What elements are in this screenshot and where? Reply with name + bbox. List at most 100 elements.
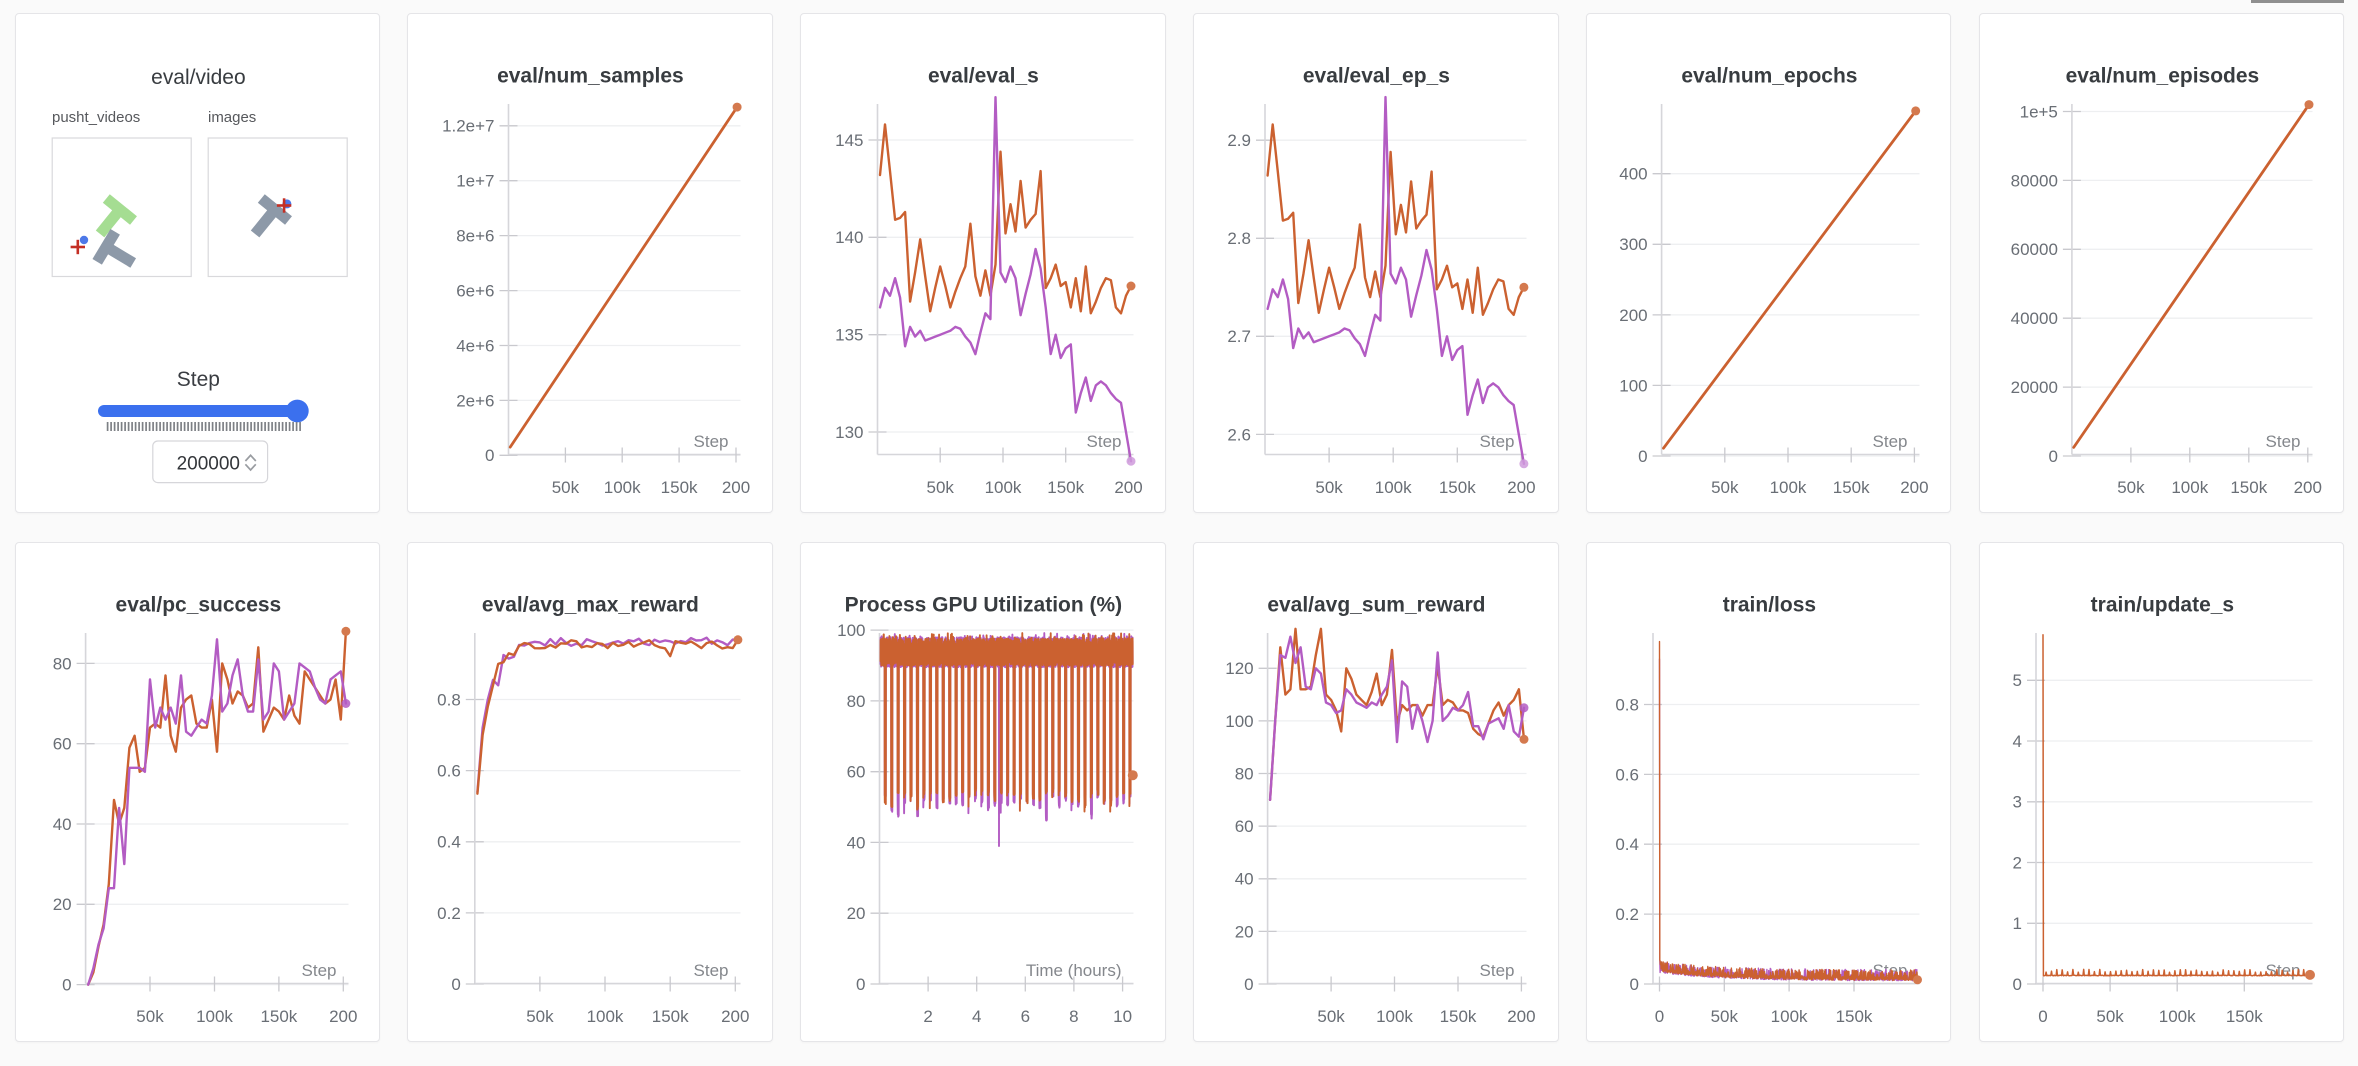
svg-text:4: 4 — [2012, 731, 2021, 750]
svg-text:0: 0 — [1629, 974, 1638, 993]
svg-text:0: 0 — [1655, 1006, 1664, 1025]
svg-text:60: 60 — [1235, 816, 1254, 835]
svg-text:pusht_videos: pusht_videos — [52, 109, 140, 126]
svg-text:20: 20 — [1235, 922, 1254, 941]
svg-text:0: 0 — [1244, 974, 1253, 993]
svg-text:50k: 50k — [1711, 478, 1739, 497]
svg-text:200: 200 — [2293, 478, 2321, 497]
svg-text:6e+6: 6e+6 — [457, 281, 495, 300]
svg-text:8e+6: 8e+6 — [457, 226, 495, 245]
svg-text:50k: 50k — [2096, 1006, 2124, 1025]
svg-text:60: 60 — [52, 734, 71, 753]
svg-text:120: 120 — [1225, 659, 1253, 678]
svg-text:eval/eval_ep_s: eval/eval_ep_s — [1303, 64, 1450, 87]
svg-text:100k: 100k — [2158, 1006, 2195, 1025]
svg-text:0.4: 0.4 — [438, 832, 462, 851]
svg-text:8: 8 — [1069, 1006, 1078, 1025]
svg-text:145: 145 — [835, 131, 863, 150]
svg-text:50k: 50k — [1315, 478, 1343, 497]
svg-text:200: 200 — [1619, 306, 1647, 325]
svg-text:Step: Step — [1480, 432, 1515, 451]
svg-text:100k: 100k — [587, 1006, 624, 1025]
svg-text:100k: 100k — [1375, 478, 1412, 497]
svg-text:135: 135 — [835, 326, 863, 345]
svg-text:2: 2 — [2012, 853, 2021, 872]
svg-text:0: 0 — [1638, 447, 1647, 466]
svg-text:Step: Step — [1480, 960, 1515, 979]
svg-text:Step: Step — [2265, 960, 2300, 979]
svg-text:5: 5 — [2012, 671, 2021, 690]
svg-text:0: 0 — [452, 974, 461, 993]
svg-text:150k: 150k — [1439, 478, 1476, 497]
svg-text:400: 400 — [1619, 165, 1647, 184]
svg-text:60000: 60000 — [2010, 240, 2057, 259]
svg-text:100k: 100k — [2171, 478, 2208, 497]
svg-text:200: 200 — [722, 478, 750, 497]
svg-text:4e+6: 4e+6 — [457, 336, 495, 355]
svg-text:200000: 200000 — [176, 453, 239, 474]
svg-text:0: 0 — [62, 975, 71, 994]
svg-text:140: 140 — [835, 228, 863, 247]
svg-text:100k: 100k — [1770, 1006, 1807, 1025]
svg-text:80000: 80000 — [2010, 171, 2057, 190]
svg-text:150k: 150k — [1047, 478, 1084, 497]
svg-text:Process GPU Utilization (%): Process GPU Utilization (%) — [845, 593, 1123, 616]
svg-text:200: 200 — [1115, 478, 1143, 497]
svg-text:100k: 100k — [985, 478, 1022, 497]
svg-text:3: 3 — [2012, 792, 2021, 811]
svg-text:200: 200 — [1507, 478, 1535, 497]
svg-text:20000: 20000 — [2010, 378, 2057, 397]
svg-text:0: 0 — [2012, 974, 2021, 993]
svg-text:80: 80 — [52, 654, 71, 673]
svg-text:60: 60 — [847, 762, 866, 781]
svg-text:100: 100 — [837, 620, 865, 639]
svg-text:50k: 50k — [136, 1006, 164, 1025]
svg-text:100: 100 — [1225, 711, 1253, 730]
svg-text:40000: 40000 — [2010, 309, 2057, 328]
svg-text:100: 100 — [1619, 376, 1647, 395]
svg-text:50k: 50k — [927, 478, 955, 497]
svg-text:eval/avg_sum_reward: eval/avg_sum_reward — [1267, 593, 1485, 616]
svg-text:0.8: 0.8 — [1615, 695, 1639, 714]
svg-text:Step: Step — [694, 960, 729, 979]
svg-text:150k: 150k — [1835, 1006, 1872, 1025]
svg-text:80: 80 — [847, 691, 866, 710]
svg-text:150k: 150k — [1440, 1006, 1477, 1025]
svg-text:0: 0 — [2048, 447, 2057, 466]
svg-text:10: 10 — [1113, 1006, 1132, 1025]
svg-text:200: 200 — [1900, 478, 1928, 497]
svg-text:eval/avg_max_reward: eval/avg_max_reward — [482, 593, 699, 616]
svg-text:train/loss: train/loss — [1723, 593, 1816, 616]
svg-text:0.8: 0.8 — [438, 690, 462, 709]
svg-text:Step: Step — [176, 368, 219, 391]
svg-text:100k: 100k — [604, 478, 641, 497]
svg-text:100k: 100k — [1769, 478, 1806, 497]
svg-text:2.6: 2.6 — [1227, 425, 1251, 444]
svg-text:0.6: 0.6 — [1615, 765, 1639, 784]
svg-text:40: 40 — [52, 814, 71, 833]
svg-text:100k: 100k — [196, 1006, 233, 1025]
svg-text:200: 200 — [329, 1006, 357, 1025]
svg-text:150k: 150k — [661, 478, 698, 497]
svg-text:images: images — [208, 109, 256, 126]
svg-text:2.9: 2.9 — [1227, 131, 1251, 150]
svg-text:50k: 50k — [1317, 1006, 1345, 1025]
svg-text:train/update_s: train/update_s — [2090, 593, 2233, 616]
svg-text:eval/eval_s: eval/eval_s — [928, 64, 1039, 87]
svg-text:eval/num_epochs: eval/num_epochs — [1681, 64, 1857, 87]
svg-text:0: 0 — [2038, 1006, 2047, 1025]
svg-text:Time (hours): Time (hours) — [1026, 960, 1122, 979]
svg-text:50k: 50k — [552, 478, 580, 497]
svg-text:0.6: 0.6 — [438, 761, 462, 780]
svg-text:200: 200 — [722, 1006, 750, 1025]
svg-text:40: 40 — [1235, 869, 1254, 888]
svg-text:1e+5: 1e+5 — [2019, 102, 2057, 121]
svg-text:0: 0 — [856, 974, 865, 993]
svg-text:300: 300 — [1619, 235, 1647, 254]
svg-text:eval/num_samples: eval/num_samples — [497, 64, 684, 87]
svg-text:Step: Step — [1872, 432, 1907, 451]
svg-text:2: 2 — [924, 1006, 933, 1025]
svg-text:50k: 50k — [1710, 1006, 1738, 1025]
svg-text:eval/num_episodes: eval/num_episodes — [2065, 64, 2259, 87]
svg-text:2e+6: 2e+6 — [457, 391, 495, 410]
